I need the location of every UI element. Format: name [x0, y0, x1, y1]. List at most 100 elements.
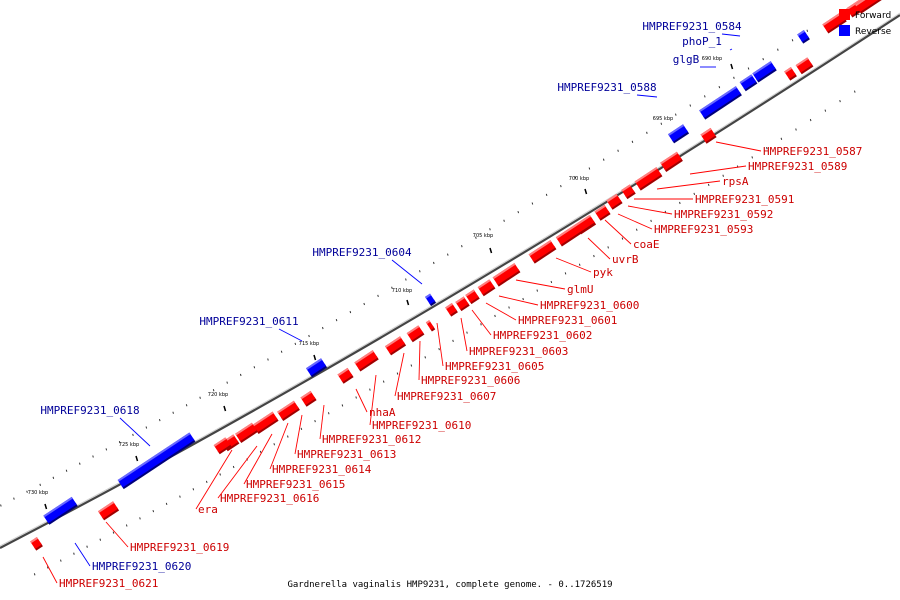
gene-label[interactable]: HMPREF9231_0606 [421, 374, 520, 387]
gene-box[interactable] [425, 293, 437, 307]
minor-tick-dot [165, 502, 168, 506]
gene-box[interactable] [300, 390, 317, 407]
gene-label[interactable]: HMPREF9231_0611 [199, 315, 298, 328]
gene-box[interactable] [700, 127, 717, 144]
gene-box[interactable] [621, 184, 636, 200]
gene-label[interactable]: HMPREF9231_0587 [763, 145, 862, 158]
gene-box[interactable] [797, 30, 810, 44]
gene-label[interactable]: HMPREF9231_0615 [246, 478, 345, 491]
gene-box[interactable] [668, 124, 690, 144]
gene-box-highlight [117, 432, 191, 482]
gene-label[interactable]: HMPREF9231_0602 [493, 329, 592, 342]
minor-tick-dot [267, 358, 269, 361]
gene-leader-line [715, 141, 762, 152]
gene-label[interactable]: HMPREF9231_0593 [654, 223, 753, 236]
gene-box[interactable] [594, 204, 611, 221]
minor-tick-dot [185, 404, 188, 407]
gene-label[interactable]: HMPREF9231_0604 [312, 246, 412, 259]
gene-box-face [306, 358, 326, 376]
gene-label[interactable]: HMPREF9231_0618 [40, 404, 139, 417]
gene-label[interactable]: HMPREF9231_0612 [322, 433, 421, 446]
gene-box[interactable] [117, 432, 196, 490]
gene-box[interactable] [634, 167, 663, 191]
gene-box[interactable] [455, 296, 470, 312]
gene-box[interactable] [277, 400, 300, 421]
gene-box[interactable] [739, 74, 758, 92]
gene-box[interactable] [465, 289, 480, 305]
gene-label[interactable]: HMPREF9231_0592 [674, 208, 773, 221]
gene-label[interactable]: HMPREF9231_0600 [540, 299, 639, 312]
gene-label[interactable]: HMPREF9231_0591 [695, 193, 794, 206]
gene-label[interactable]: HMPREF9231_0619 [130, 541, 229, 554]
gene-box[interactable] [98, 501, 120, 521]
gene-box[interactable] [385, 336, 407, 356]
gene-box[interactable] [660, 151, 683, 172]
gene-box[interactable] [235, 422, 258, 443]
minor-tick-dot [707, 183, 710, 186]
gene-box[interactable] [752, 61, 777, 83]
gene-box[interactable] [477, 279, 496, 297]
gene-label[interactable]: HMPREF9231_0607 [397, 390, 496, 403]
minor-tick-dot [545, 193, 548, 196]
gene-box[interactable] [252, 411, 279, 435]
gene-label[interactable]: era [198, 503, 218, 516]
kbp-tick-mark [135, 455, 139, 462]
gene-label[interactable]: rpsA [722, 175, 749, 188]
gene-box[interactable] [306, 358, 328, 378]
gene-label[interactable]: HMPREF9231_0616 [220, 492, 319, 505]
gene-label[interactable]: HMPREF9231_0603 [469, 345, 568, 358]
gene-label[interactable]: HMPREF9231_0588 [557, 81, 656, 94]
gene-box[interactable] [784, 67, 797, 81]
gene-box[interactable] [445, 303, 458, 317]
gene-box[interactable] [855, 0, 887, 14]
gene-box-face [354, 350, 378, 370]
gene-box[interactable] [699, 86, 742, 120]
gene-label[interactable]: HMPREF9231_0614 [272, 463, 372, 476]
minor-tick-dot [322, 326, 324, 330]
gene-label[interactable]: coaE [633, 238, 660, 251]
minor-tick-dot [646, 131, 648, 134]
gene-box-highlight [337, 367, 349, 377]
gene-label[interactable]: HMPREF9231_0584 [642, 20, 742, 33]
gene-label[interactable]: nhaA [369, 406, 396, 419]
gene-label[interactable]: glmU [567, 283, 594, 296]
gene-label[interactable]: HMPREF9231_0589 [748, 160, 847, 173]
gene-box[interactable] [337, 367, 354, 384]
gene-label[interactable]: HMPREF9231_0605 [445, 360, 544, 373]
gene-box[interactable] [213, 437, 232, 455]
gene-leader-line [394, 352, 405, 397]
gene-box[interactable] [555, 215, 596, 247]
gene-box[interactable] [492, 263, 521, 287]
ticks-layer: 690 kbp 695 kbp 700 kbp 705 kbp 710 kbp 715 k… [28, 56, 734, 510]
gene-box-highlight [700, 127, 712, 137]
gene-label[interactable]: HMPREF9231_0610 [372, 419, 471, 432]
gene-label[interactable]: phoP_1 [682, 35, 722, 48]
gene-box[interactable] [354, 350, 379, 372]
minor-tick-dot [92, 455, 94, 458]
gene-box[interactable] [795, 57, 814, 75]
gene-label[interactable]: glgB [673, 53, 700, 66]
gene-box-highlight [445, 303, 453, 310]
minor-tick-dot [791, 39, 794, 42]
gene-box-highlight [634, 167, 658, 184]
minor-tick-dot [809, 118, 812, 122]
gene-box[interactable] [406, 325, 425, 343]
gene-box[interactable] [30, 537, 43, 551]
gene-box[interactable] [606, 193, 623, 210]
gene-label[interactable]: HMPREF9231_0601 [518, 314, 617, 327]
gene-label[interactable]: HMPREF9231_0620 [92, 560, 191, 573]
gene-label[interactable]: HMPREF9231_0621 [59, 577, 158, 590]
minor-tick-dot [531, 202, 534, 205]
minor-tick-dot [839, 100, 841, 103]
gene-box-highlight [425, 320, 431, 325]
kbp-tick-label: 690 kbp [702, 56, 722, 62]
gene-box[interactable] [425, 320, 436, 332]
gene-label[interactable]: uvrB [612, 253, 639, 266]
minor-tick-dot [314, 419, 316, 423]
gene-box[interactable] [43, 496, 78, 525]
gene-label[interactable]: HMPREF9231_0613 [297, 448, 396, 461]
gene-box[interactable] [528, 240, 557, 264]
gene-label[interactable]: pyk [593, 266, 613, 279]
minor-tick-dot [105, 448, 108, 451]
minor-tick-dot [824, 109, 827, 112]
